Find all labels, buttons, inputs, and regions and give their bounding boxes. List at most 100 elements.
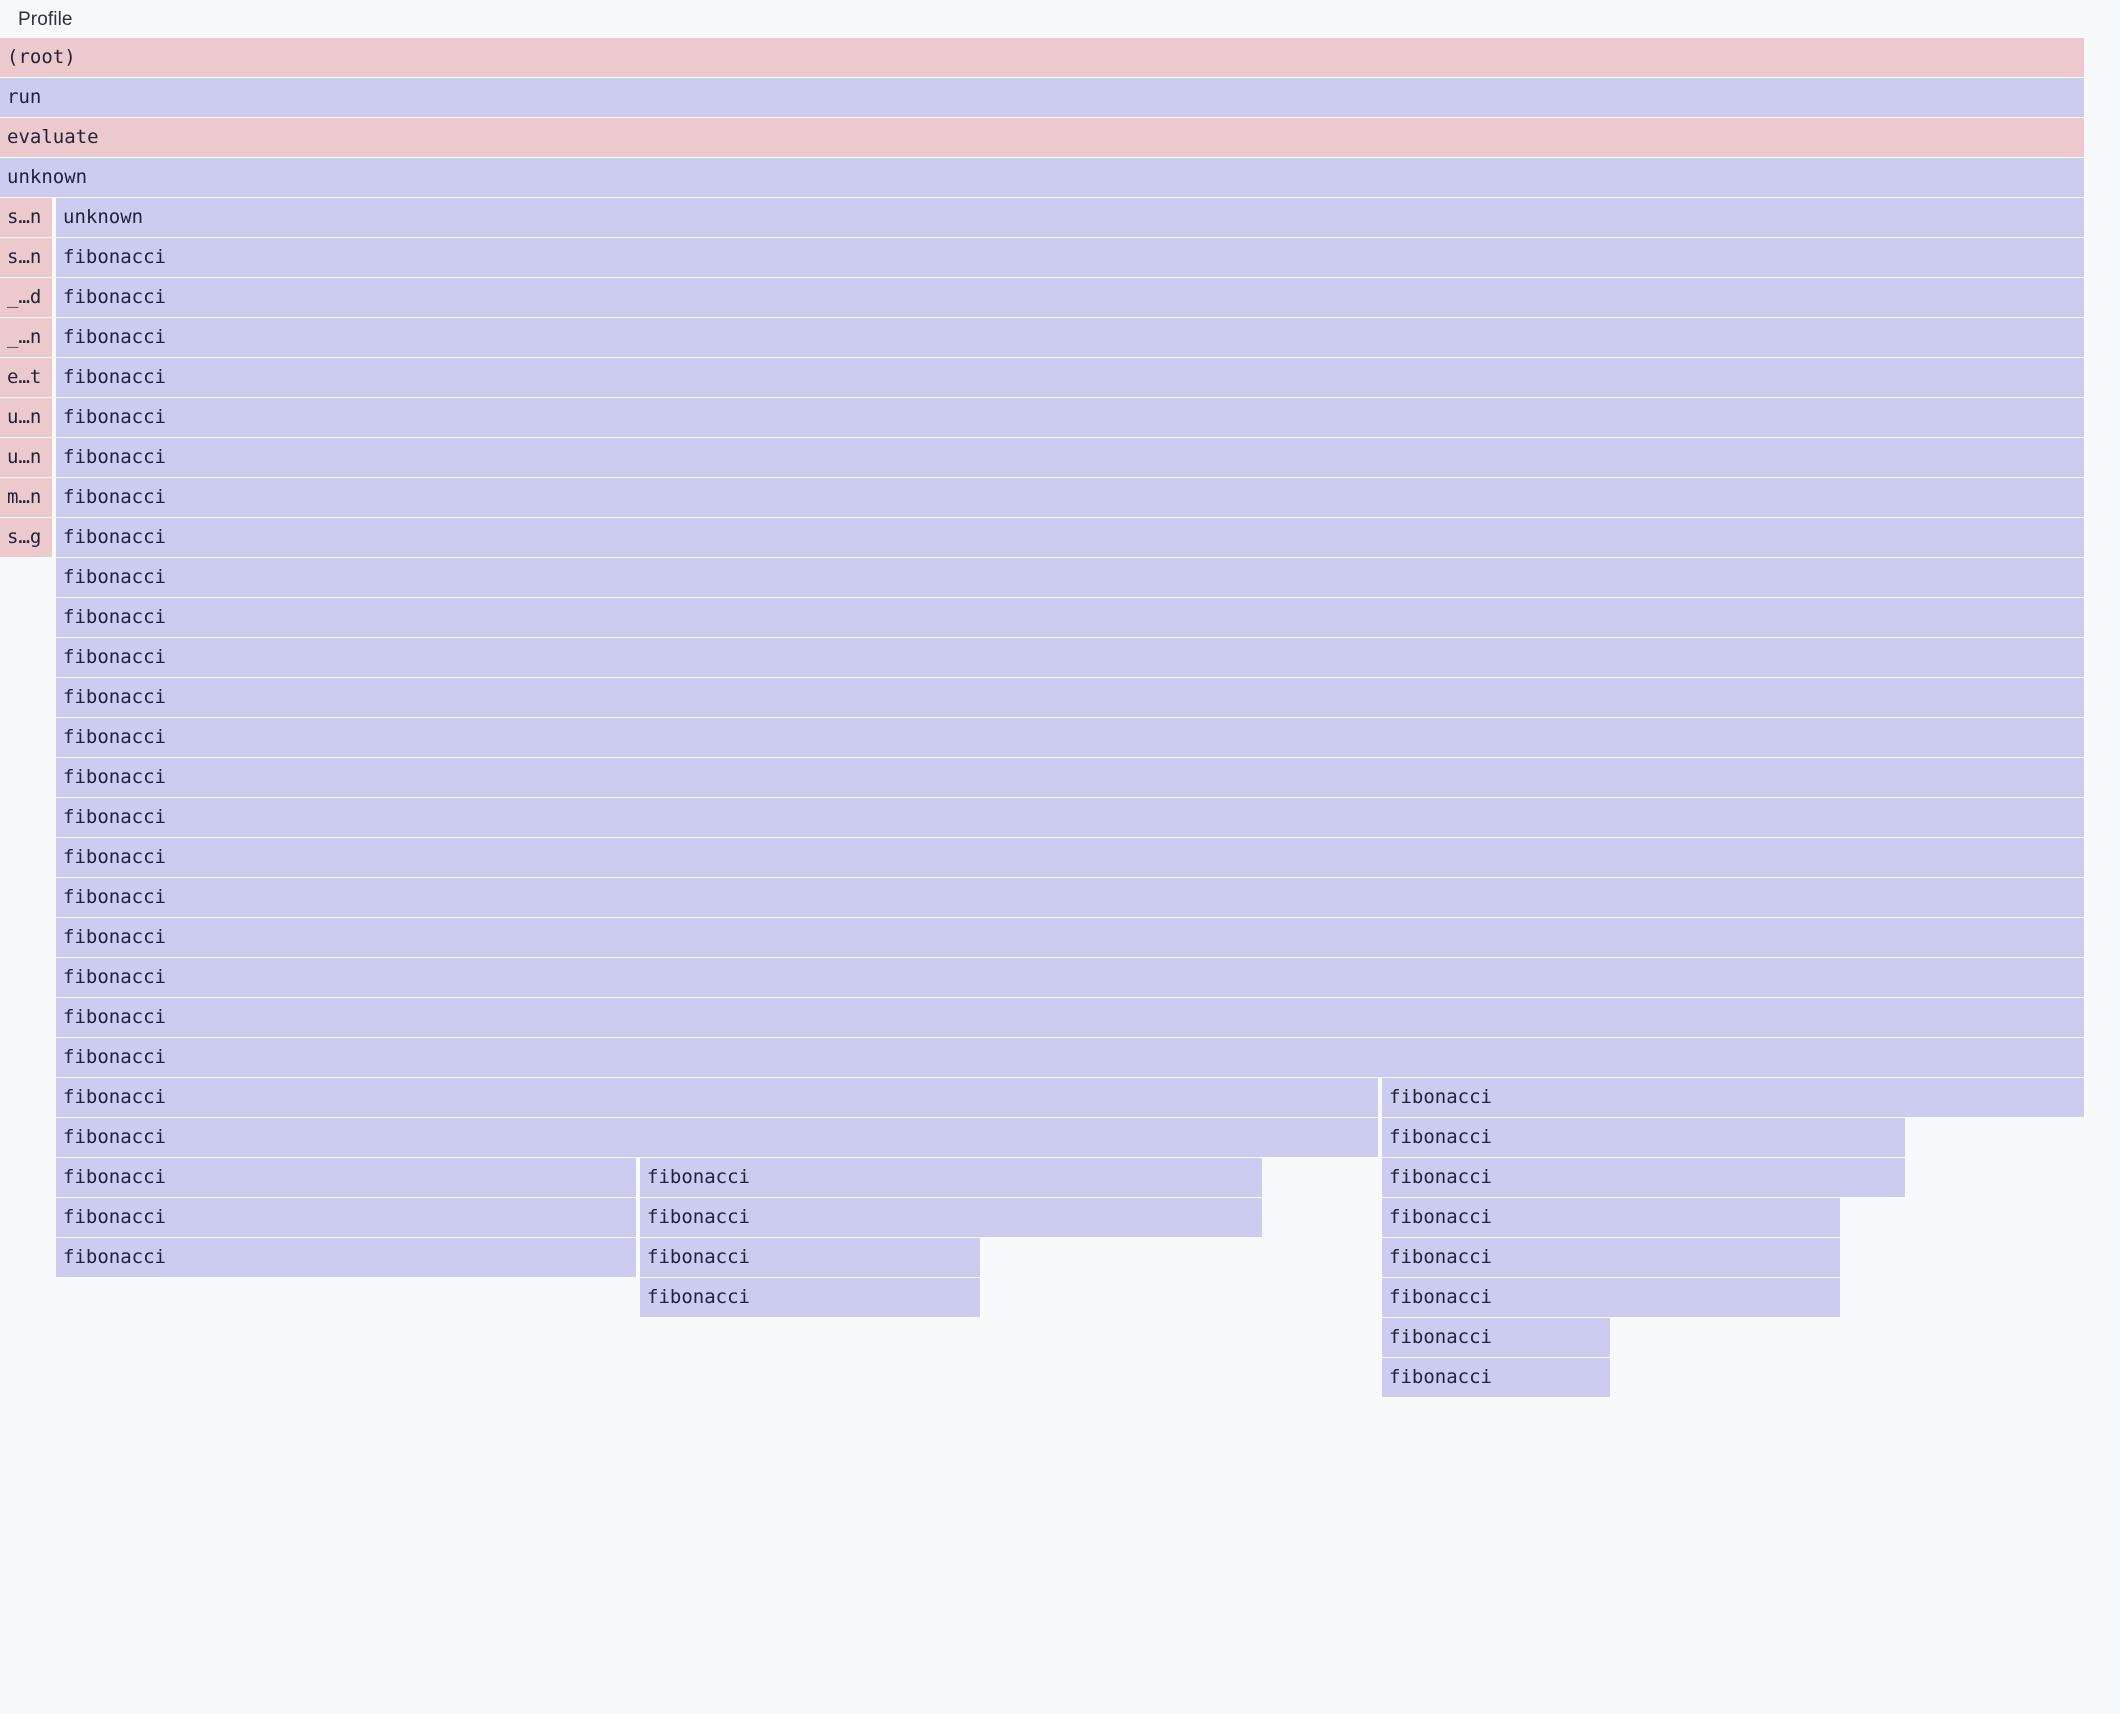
flame-frame[interactable]: fibonacci <box>56 918 2084 957</box>
flame-frame[interactable]: _…n <box>0 318 52 357</box>
flame-frame[interactable]: s…n <box>0 198 52 237</box>
flame-frame-label: fibonacci <box>647 1206 750 1228</box>
flame-frame-label: fibonacci <box>63 726 166 748</box>
flame-frame-label: fibonacci <box>63 566 166 588</box>
flame-frame-label: fibonacci <box>63 846 166 868</box>
flame-frame[interactable]: fibonacci <box>56 838 2084 877</box>
flame-frame-label: (root) <box>7 46 76 68</box>
flame-frame-label: run <box>7 86 42 108</box>
flame-frame-label: fibonacci <box>63 766 166 788</box>
flame-frame[interactable]: s…n <box>0 238 52 277</box>
flame-frame-label: fibonacci <box>63 1246 166 1268</box>
flame-frame-label: fibonacci <box>63 326 166 348</box>
flame-frame-label: fibonacci <box>1389 1286 1492 1308</box>
flame-frame[interactable]: fibonacci <box>56 358 2084 397</box>
flame-frame-label: fibonacci <box>63 366 166 388</box>
flame-frame[interactable]: fibonacci <box>1382 1078 2084 1117</box>
flame-frame[interactable]: run <box>0 78 2084 117</box>
flame-frame[interactable]: fibonacci <box>1382 1158 1905 1197</box>
flame-frame[interactable]: u…n <box>0 438 52 477</box>
flame-frame[interactable]: s…g <box>0 518 52 557</box>
flame-frame-label: fibonacci <box>1389 1326 1492 1348</box>
flame-frame[interactable]: evaluate <box>0 118 2084 157</box>
flame-frame[interactable]: fibonacci <box>56 1078 1378 1117</box>
flame-frame-label: unknown <box>7 166 88 188</box>
flame-frame-label: unknown <box>63 206 144 228</box>
flame-frame[interactable]: fibonacci <box>56 958 2084 997</box>
flame-frame[interactable]: fibonacci <box>640 1278 980 1317</box>
flame-frame[interactable]: fibonacci <box>56 878 2084 917</box>
flame-frame-label: fibonacci <box>63 886 166 908</box>
flame-frame[interactable]: fibonacci <box>56 1158 636 1197</box>
flame-frame[interactable]: fibonacci <box>56 1198 636 1237</box>
flame-frame[interactable]: fibonacci <box>56 638 2084 677</box>
flame-frame[interactable]: (root) <box>0 38 2084 77</box>
flame-frame-label: fibonacci <box>63 1086 166 1108</box>
flame-frame-label: fibonacci <box>63 1166 166 1188</box>
flame-frame[interactable]: fibonacci <box>1382 1238 1840 1277</box>
flame-frame-label: fibonacci <box>63 1206 166 1228</box>
flame-frame-label: fibonacci <box>63 966 166 988</box>
flame-frame-label: s…g <box>7 526 42 548</box>
flame-frame-label: fibonacci <box>1389 1206 1492 1228</box>
flame-frame[interactable]: fibonacci <box>640 1158 1262 1197</box>
flame-frame-label: fibonacci <box>63 486 166 508</box>
flame-frame[interactable]: fibonacci <box>1382 1318 1610 1357</box>
flame-frame[interactable]: fibonacci <box>56 398 2084 437</box>
flame-frame[interactable]: m…n <box>0 478 52 517</box>
flame-frame[interactable]: fibonacci <box>56 558 2084 597</box>
flame-frame-label: _…n <box>7 326 42 348</box>
flame-frame-label: s…n <box>7 246 42 268</box>
flame-frame[interactable]: fibonacci <box>56 1038 2084 1077</box>
flame-frame[interactable]: fibonacci <box>56 1238 636 1277</box>
flame-frame[interactable]: fibonacci <box>56 278 2084 317</box>
flame-frame[interactable]: fibonacci <box>56 598 2084 637</box>
flame-frame[interactable]: fibonacci <box>1382 1358 1610 1397</box>
flame-frame[interactable]: fibonacci <box>56 478 2084 517</box>
flame-frame-label: fibonacci <box>63 926 166 948</box>
flame-frame[interactable]: e…t <box>0 358 52 397</box>
flame-frame-label: fibonacci <box>63 806 166 828</box>
flame-frame[interactable]: fibonacci <box>1382 1278 1840 1317</box>
flame-frame[interactable]: u…n <box>0 398 52 437</box>
flame-frame-label: fibonacci <box>1389 1246 1492 1268</box>
flame-frame-label: fibonacci <box>63 526 166 548</box>
flame-frame-label: s…n <box>7 206 42 228</box>
flame-frame[interactable]: fibonacci <box>1382 1118 1905 1157</box>
flame-frame-label: fibonacci <box>63 1006 166 1028</box>
flame-frame-label: fibonacci <box>63 1046 166 1068</box>
flame-frame[interactable]: fibonacci <box>56 998 2084 1037</box>
flame-frame-label: u…n <box>7 446 42 468</box>
flame-frame-label: fibonacci <box>1389 1366 1492 1388</box>
flame-frame[interactable]: fibonacci <box>56 238 2084 277</box>
flame-frame-label: e…t <box>7 366 42 388</box>
flame-frame-label: fibonacci <box>647 1286 750 1308</box>
flame-frame[interactable]: fibonacci <box>56 758 2084 797</box>
flame-frame[interactable]: fibonacci <box>56 718 2084 757</box>
flame-frame[interactable]: unknown <box>0 158 2084 197</box>
flame-frame[interactable]: _…d <box>0 278 52 317</box>
flame-frame-label: fibonacci <box>1389 1126 1492 1148</box>
flame-frame-label: u…n <box>7 406 42 428</box>
flame-frame-label: fibonacci <box>63 446 166 468</box>
flame-frame[interactable]: fibonacci <box>56 438 2084 477</box>
flame-frame-label: fibonacci <box>63 286 166 308</box>
flame-frame[interactable]: fibonacci <box>640 1238 980 1277</box>
flame-frame[interactable]: fibonacci <box>56 518 2084 557</box>
flame-frame-label: fibonacci <box>63 686 166 708</box>
flame-frame[interactable]: unknown <box>56 198 2084 237</box>
flame-frame-label: fibonacci <box>63 406 166 428</box>
flame-frame[interactable]: fibonacci <box>56 1118 1378 1157</box>
flame-frame[interactable]: fibonacci <box>1382 1198 1840 1237</box>
flame-frame[interactable]: fibonacci <box>640 1198 1262 1237</box>
flame-frame-label: fibonacci <box>647 1166 750 1188</box>
flame-frame-label: _…d <box>7 286 42 308</box>
flame-frame-label: fibonacci <box>647 1246 750 1268</box>
flame-frame-label: fibonacci <box>63 1126 166 1148</box>
flame-frame[interactable]: fibonacci <box>56 678 2084 717</box>
flame-frame[interactable]: fibonacci <box>56 318 2084 357</box>
flame-frame[interactable]: fibonacci <box>56 798 2084 837</box>
flame-frame-label: fibonacci <box>1389 1166 1492 1188</box>
flame-frame-label: evaluate <box>7 126 99 148</box>
